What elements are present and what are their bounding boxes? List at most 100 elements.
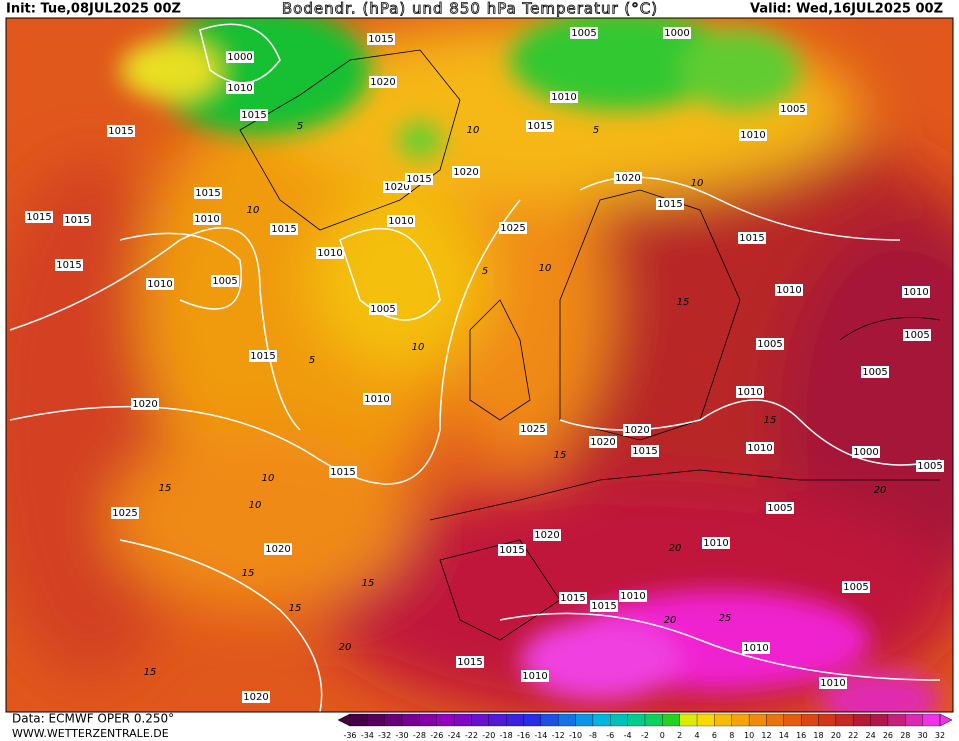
isobar-value: 1010 xyxy=(903,287,928,298)
isobar-value: 1005 xyxy=(904,330,929,341)
colorbar-segment xyxy=(905,713,923,727)
isobar-label: 1000 xyxy=(663,27,691,39)
label-box xyxy=(499,222,527,234)
isobar-value: 1020 xyxy=(624,425,649,436)
isobar-label: 1015 xyxy=(367,33,395,45)
isobar-value: 1010 xyxy=(364,394,389,405)
colorbar-segment xyxy=(679,713,698,727)
temperature-label: 15 xyxy=(242,568,255,579)
colorbar-segment xyxy=(853,713,871,727)
colorbar-segment xyxy=(349,713,368,727)
isobar-value: 1010 xyxy=(551,92,576,103)
colorbar-label: 0 xyxy=(660,731,665,740)
label-box xyxy=(902,286,930,298)
temperature-label: 20 xyxy=(339,642,352,653)
colorbar-label: -6 xyxy=(606,731,614,740)
isobar-value: 1000 xyxy=(664,28,689,39)
isobar-value: 1005 xyxy=(767,503,792,514)
temperature-label: 25 xyxy=(719,613,732,624)
data-source: Data: ECMWF OPER 0.250° xyxy=(12,712,174,726)
colorbar-segment xyxy=(783,713,802,727)
isobar-value: 1005 xyxy=(757,339,782,350)
colorbar-label: -32 xyxy=(378,731,391,740)
label-box xyxy=(623,424,651,436)
website: WWW.WETTERZENTRALE.DE xyxy=(12,727,169,740)
temperature-label: 10 xyxy=(262,473,275,484)
isobar-value: 1005 xyxy=(843,582,868,593)
label-box xyxy=(55,259,83,271)
colorbar-segment xyxy=(367,713,385,727)
isobar-value: 1020 xyxy=(370,77,395,88)
isobar-value: 1015 xyxy=(406,174,431,185)
temperature-label: 15 xyxy=(764,415,777,426)
isobar-label: 1005 xyxy=(211,275,239,287)
colorbar-segment xyxy=(766,713,784,727)
isobar-label: 1015 xyxy=(631,445,659,457)
isobar-label: 1015 xyxy=(656,198,684,210)
temperature-label: 20 xyxy=(874,485,887,496)
colorbar-segment xyxy=(818,713,837,727)
colorbar-segment xyxy=(401,713,420,727)
isobar-value: 1015 xyxy=(56,260,81,271)
temperature-label: 10 xyxy=(691,178,704,189)
isobar-value: 1015 xyxy=(368,34,393,45)
label-box xyxy=(533,529,561,541)
isobar-value: 1010 xyxy=(740,130,765,141)
label-box xyxy=(656,198,684,210)
isobar-label: 1015 xyxy=(738,232,766,244)
label-box xyxy=(519,423,547,435)
colorbar-segment xyxy=(419,713,437,727)
colorbar-segment xyxy=(887,713,906,727)
isobar-label: 1015 xyxy=(249,350,277,362)
label-box xyxy=(619,590,647,602)
isobar-value: 1020 xyxy=(615,173,640,184)
isobar-label: 1020 xyxy=(614,172,642,184)
isobar-value: 1010 xyxy=(522,671,547,682)
isobar-label: 1005 xyxy=(842,581,870,593)
label-box xyxy=(739,129,767,141)
isobar-value: 1015 xyxy=(560,593,585,604)
label-box xyxy=(498,544,526,556)
isobar-label: 1005 xyxy=(756,338,784,350)
colorbar-arrow xyxy=(939,713,953,727)
isobar-label: 1010 xyxy=(775,284,803,296)
colorbar-label: -2 xyxy=(641,731,649,740)
isobar-value: 1000 xyxy=(227,52,252,63)
isobar-label: 1015 xyxy=(63,214,91,226)
label-box xyxy=(25,211,53,223)
colorbar-segment xyxy=(575,713,594,727)
isobar-value: 1025 xyxy=(112,508,137,519)
isobar-value: 1015 xyxy=(591,601,616,612)
label-box xyxy=(614,172,642,184)
label-box xyxy=(329,466,357,478)
isobar-label: 1015 xyxy=(194,187,222,199)
colorbar-label: 2 xyxy=(677,731,682,740)
isobar-value: 1010 xyxy=(388,216,413,227)
isobar-label: 1015 xyxy=(329,466,357,478)
label-box xyxy=(738,232,766,244)
label-box xyxy=(570,27,598,39)
isobar-value: 1015 xyxy=(250,351,275,362)
isobar-label: 1015 xyxy=(559,592,587,604)
colorbar-segment xyxy=(558,713,576,727)
label-box xyxy=(559,592,587,604)
temperature-label: 10 xyxy=(412,342,425,353)
label-box xyxy=(775,284,803,296)
isobar-value: 1015 xyxy=(26,212,51,223)
isobar-value: 1010 xyxy=(820,678,845,689)
colorbar-label: 16 xyxy=(796,731,806,740)
colorbar-label: 14 xyxy=(779,731,789,740)
isobar-value: 1015 xyxy=(632,446,657,457)
isobar-label: 1010 xyxy=(746,442,774,454)
colorbar-label: 24 xyxy=(865,731,875,740)
colorbar-label: 26 xyxy=(883,731,893,740)
colorbar-segment xyxy=(748,713,767,727)
isobar-label: 1020 xyxy=(369,76,397,88)
colorbar-label: -26 xyxy=(430,731,443,740)
map-title: Bodendr. (hPa) und 850 hPa Temperatur (°… xyxy=(282,0,658,18)
isobar-label: 1010 xyxy=(702,537,730,549)
colorbar-label: 20 xyxy=(831,731,841,740)
colorbar-segment xyxy=(471,713,489,727)
isobar-label: 1015 xyxy=(405,173,433,185)
